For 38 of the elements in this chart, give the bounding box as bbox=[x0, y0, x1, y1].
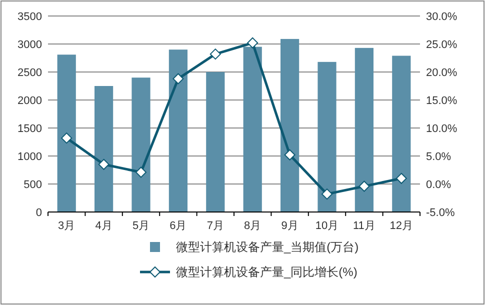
y2-tick-label: 5.0% bbox=[426, 151, 452, 163]
y2-tick-label: -5.0% bbox=[426, 207, 455, 219]
y2-tick-label: 0.0% bbox=[426, 179, 452, 191]
y-tick-label: 2000 bbox=[18, 95, 42, 107]
x-tick-label: 9月 bbox=[281, 220, 298, 232]
y2-tick-label: 30.0% bbox=[426, 11, 458, 23]
y-tick-label: 3500 bbox=[18, 11, 42, 23]
x-tick-label: 3月 bbox=[58, 220, 76, 232]
x-tick-label: 6月 bbox=[170, 220, 187, 232]
legend-label: 微型计算机设备产量_同比增长(%) bbox=[176, 265, 358, 279]
y-tick-label: 2500 bbox=[18, 67, 42, 79]
point bbox=[322, 188, 332, 200]
x-tick-label: 4月 bbox=[95, 220, 112, 232]
point bbox=[210, 48, 221, 60]
point bbox=[247, 37, 258, 48]
y2-tick-label: 20.0% bbox=[426, 67, 458, 79]
x-tick-label: 7月 bbox=[206, 220, 224, 232]
point bbox=[98, 158, 110, 170]
point bbox=[61, 132, 72, 144]
y-tick-label: 0 bbox=[36, 207, 42, 219]
legend-label: 微型计算机设备产量_当期值(万台) bbox=[176, 240, 359, 254]
y-tick-label: 1500 bbox=[18, 123, 42, 135]
point bbox=[136, 166, 146, 178]
y-tick-label: 500 bbox=[24, 179, 42, 191]
y2-tick-label: 10.0% bbox=[426, 123, 458, 135]
point bbox=[284, 149, 296, 160]
x-tick-label: 10月 bbox=[315, 220, 339, 232]
point bbox=[396, 172, 407, 184]
y-tick-label: 1000 bbox=[18, 151, 42, 163]
point bbox=[172, 73, 184, 84]
x-tick-label: 8月 bbox=[244, 220, 262, 232]
y2-tick-label: 15.0% bbox=[426, 95, 458, 107]
point bbox=[358, 180, 370, 192]
y-tick-label: 3000 bbox=[18, 39, 42, 51]
x-tick-label: 5月 bbox=[132, 220, 150, 232]
x-tick-label: 11月 bbox=[352, 220, 376, 232]
x-tick-label: 12月 bbox=[390, 220, 414, 232]
y2-tick-label: 25.0% bbox=[426, 39, 458, 51]
